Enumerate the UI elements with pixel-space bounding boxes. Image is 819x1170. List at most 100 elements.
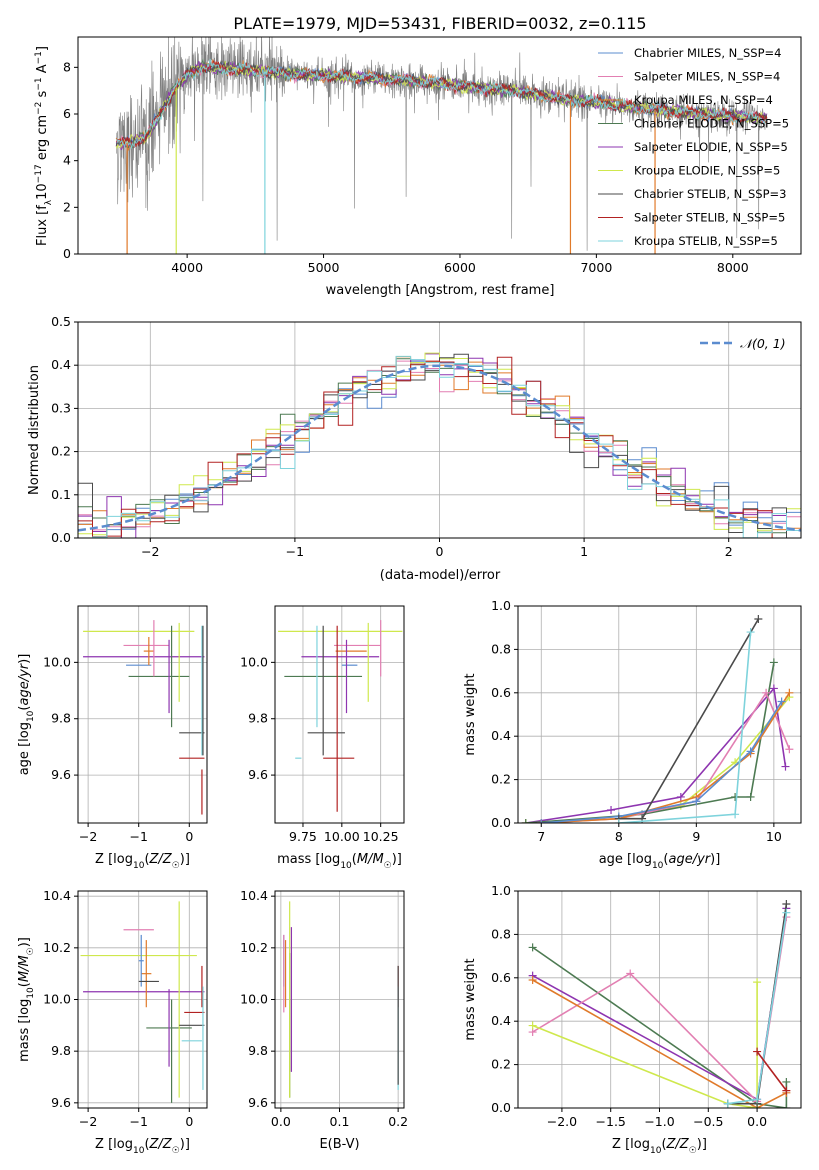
y-axis-label-part: Flux [f	[35, 205, 50, 246]
y-axis-label: Normed distribution	[27, 365, 42, 495]
x-axis-label-part: age [log	[599, 852, 652, 867]
plot-area	[80, 901, 205, 1103]
x-axis-label-part: (	[352, 852, 357, 867]
x-axis-label-part: E(B-V)	[319, 1137, 359, 1152]
y-tick-label: 10.2	[43, 940, 71, 955]
axes-frame	[274, 605, 405, 824]
x-axis-label-part: age/yr	[668, 852, 711, 867]
mass-weight-marker	[785, 745, 794, 754]
x-tick-label: −0.5	[693, 1114, 723, 1129]
x-axis-label-part: (	[144, 852, 149, 867]
y-axis-label-part: mass weight	[463, 958, 478, 1040]
x-axis-label-part: Z [log	[95, 852, 133, 867]
y-tick-label: 6	[63, 106, 71, 121]
mass-weight-marker	[777, 697, 786, 706]
residual-histogram-step	[78, 360, 801, 531]
y-tick-label: 0.4	[51, 357, 71, 372]
y-axis-label-part: λ	[44, 199, 54, 205]
mass-weight-marker	[521, 819, 530, 823]
mass-weight-marker	[528, 975, 537, 984]
x-axis-label-part: 10	[133, 1146, 145, 1156]
x-tick-label: 8000	[717, 260, 749, 275]
x-tick-label: 2	[725, 544, 733, 559]
y-tick-label: 10.0	[240, 654, 268, 669]
y-tick-label: 4	[63, 153, 71, 168]
residual-histogram-step	[78, 352, 801, 538]
x-tick-label: 0.2	[388, 1114, 408, 1129]
x-tick-label: 4000	[171, 260, 203, 275]
y-axis-label-part: Normed distribution	[27, 365, 42, 495]
model-spectrum-line	[115, 60, 768, 149]
x-tick-label: 0.0	[747, 1114, 767, 1129]
x-tick-label: 0.0	[271, 1114, 291, 1129]
mass-weight-marker	[762, 688, 771, 697]
x-tick-label: −1	[129, 829, 147, 844]
y-tick-label: 10.0	[43, 654, 71, 669]
x-axis-label-part: ☉	[689, 1146, 697, 1156]
y-tick-label: 0.0	[51, 530, 71, 545]
mass-weight-marker	[785, 688, 794, 697]
axes-frame	[77, 605, 208, 824]
mass-weight-marker	[753, 978, 762, 987]
legend-normal-label: 𝒩(0, 1)	[740, 336, 786, 351]
y-axis-label-part: )]	[17, 937, 32, 947]
x-tick-label: 7	[537, 829, 545, 844]
y-tick-label: 9.8	[248, 711, 268, 726]
plot-area	[528, 900, 791, 1108]
legend-entry: Chabrier MILES, N_SSP=4	[634, 46, 781, 60]
x-axis-label-part: )]	[180, 852, 190, 867]
y-tick-label: 8	[63, 59, 71, 74]
mass-weight-marker	[626, 969, 635, 978]
figure-title: PLATE=1979, MJD=53431, FIBERID=0032, z=0…	[233, 14, 646, 33]
legend-entry: Salpeter STELIB, N_SSP=5	[634, 211, 785, 225]
x-tick-label: −1.5	[596, 1114, 626, 1129]
x-tick-label: −2	[141, 544, 159, 559]
x-axis-label: (data-model)/error	[380, 568, 501, 583]
y-axis-label-part: M/M	[17, 955, 32, 982]
age-vs-metallicity-panel: −2 −1 09.69.810.0Z [log10(Z/Z☉)]age [log10…	[17, 605, 208, 871]
mass-weight-marker	[731, 792, 740, 801]
x-tick-label: −2	[79, 1114, 97, 1129]
y-tick-label: 10.4	[240, 888, 268, 903]
mass-vs-metallicity-panel: −2 −1 09.69.810.010.210.4Z [log10(Z/Z☉)]ma…	[17, 888, 208, 1156]
mass-weight-marker	[782, 1104, 791, 1108]
mass-weight-line	[541, 692, 791, 823]
x-axis-label: Z [log10(Z/Z☉)]	[95, 1137, 190, 1156]
y-tick-label: 9.6	[51, 1095, 71, 1110]
y-axis-label-part: −17	[34, 164, 44, 183]
y-tick-label: 0.2	[51, 444, 71, 459]
mass-weight-marker	[528, 1021, 537, 1030]
y-tick-label: 0.3	[51, 400, 71, 415]
y-axis-label-part: −1	[34, 77, 44, 90]
y-axis-label: Flux [fλ10−17 erg cm−2 s−1 A−1]	[34, 46, 54, 246]
spectrum-panel: 4000 5000 6000 7000 8000 0 2 4 6 8 Chabrier MILES,…	[34, 36, 802, 298]
x-axis-label-part: M/M	[357, 852, 384, 867]
x-tick-label: −1.0	[644, 1114, 674, 1129]
x-axis-label-part: )]	[710, 852, 720, 867]
y-tick-label: 9.8	[248, 1043, 268, 1058]
x-tick-label: −2.0	[547, 1114, 577, 1129]
y-axis-label-part: )]	[17, 654, 32, 664]
residual-histogram-step	[78, 356, 801, 538]
mass-weight-line	[541, 701, 783, 823]
y-axis-label-part: mass [log	[17, 999, 32, 1062]
age-vs-mass-panel: 9.75 10.00 10.25 9.6 9.8 10.0 mass [log10(M/M☉…	[240, 605, 405, 871]
x-tick-label: 10.25	[363, 829, 399, 844]
y-axis-label-part: age/yr	[17, 662, 32, 705]
x-axis-label-part: 10	[650, 1146, 662, 1156]
x-axis-label-part: )]	[392, 852, 402, 867]
legend-entry: Kroupa ELODIE, N_SSP=5	[634, 164, 780, 178]
mass-weight-marker	[769, 658, 778, 667]
y-axis-label-part: erg cm	[35, 115, 50, 164]
x-tick-label: 0	[185, 1114, 193, 1129]
y-axis-label: mass weight	[463, 958, 478, 1040]
model-spectrum-line	[115, 60, 768, 147]
mass-weight-marker	[782, 1077, 791, 1086]
y-tick-label: 0.2	[491, 772, 511, 787]
mass-weight-marker	[782, 1086, 791, 1095]
y-tick-label: 10.4	[43, 888, 71, 903]
y-tick-label: 0.6	[491, 685, 511, 700]
x-axis-label-part: Z [log	[95, 1137, 133, 1152]
